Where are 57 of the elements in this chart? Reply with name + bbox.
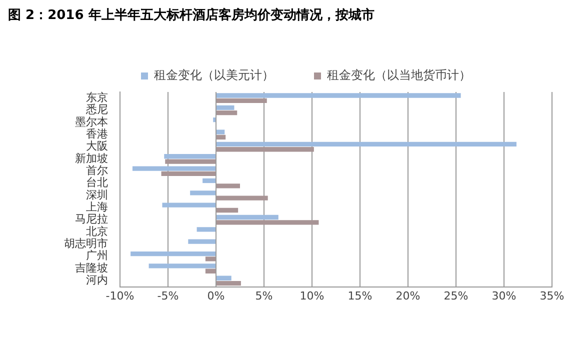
x-tick-label: 25% xyxy=(444,289,468,302)
bar xyxy=(205,268,216,274)
x-tick-label: -10% xyxy=(106,289,134,302)
bar xyxy=(188,239,216,244)
y-tick-label: 墨尔本 xyxy=(75,115,108,128)
x-tick-label: 20% xyxy=(396,289,420,302)
bar xyxy=(216,214,278,220)
legend-label: 租金变化（以当地货币计） xyxy=(327,68,471,82)
bar xyxy=(216,98,267,104)
x-tick-label: 0% xyxy=(207,289,225,302)
chart-title: 图 2：2016 年上半年五大标杆酒店客房均价变动情况，按城市 xyxy=(7,6,376,25)
y-tick-label: 吉隆坡 xyxy=(75,261,108,274)
bar xyxy=(216,110,238,116)
bar xyxy=(216,220,319,225)
bar xyxy=(165,159,216,164)
x-tick-label: -5% xyxy=(157,289,179,302)
x-tick-label: 30% xyxy=(492,289,516,302)
bar xyxy=(196,227,216,232)
bar xyxy=(190,190,216,196)
y-tick-label: 大阪 xyxy=(86,140,108,153)
y-tick-label: 台北 xyxy=(86,176,108,190)
y-tick-label: 新加坡 xyxy=(75,152,108,165)
bar xyxy=(216,208,238,213)
bar xyxy=(216,142,516,147)
x-tick-label: 35% xyxy=(540,289,564,302)
bar xyxy=(216,184,240,188)
bar xyxy=(216,130,225,134)
bar xyxy=(216,93,461,98)
bar xyxy=(202,178,216,184)
bar xyxy=(162,202,216,208)
y-tick-label: 首尔 xyxy=(86,164,108,177)
bar xyxy=(148,264,216,268)
y-tick-label: 东京 xyxy=(86,90,108,104)
bar xyxy=(205,256,216,262)
bar xyxy=(216,196,268,200)
x-tick-label: 5% xyxy=(255,289,273,302)
bar xyxy=(216,280,241,286)
legend-label: 租金变化（以美元计） xyxy=(154,68,274,82)
y-tick-label: 广州 xyxy=(86,249,108,262)
y-tick-label: 悉尼 xyxy=(85,103,108,116)
bar xyxy=(216,105,234,110)
bar xyxy=(216,134,226,140)
bar xyxy=(161,171,216,176)
x-tick-label: 10% xyxy=(300,289,324,302)
bar xyxy=(216,276,232,280)
y-tick-label: 北京 xyxy=(86,224,108,238)
bar xyxy=(164,154,216,159)
y-tick-label: 马尼拉 xyxy=(75,212,108,226)
bar xyxy=(216,147,314,152)
y-tick-label: 胡志明市 xyxy=(64,237,108,250)
y-tick-label: 河内 xyxy=(86,274,108,287)
y-tick-label: 香港 xyxy=(86,127,108,140)
bar xyxy=(130,251,216,256)
y-tick-label: 深圳 xyxy=(86,188,108,202)
bar xyxy=(132,166,216,171)
x-tick-label: 15% xyxy=(348,289,372,302)
y-tick-label: 上海 xyxy=(86,200,108,214)
